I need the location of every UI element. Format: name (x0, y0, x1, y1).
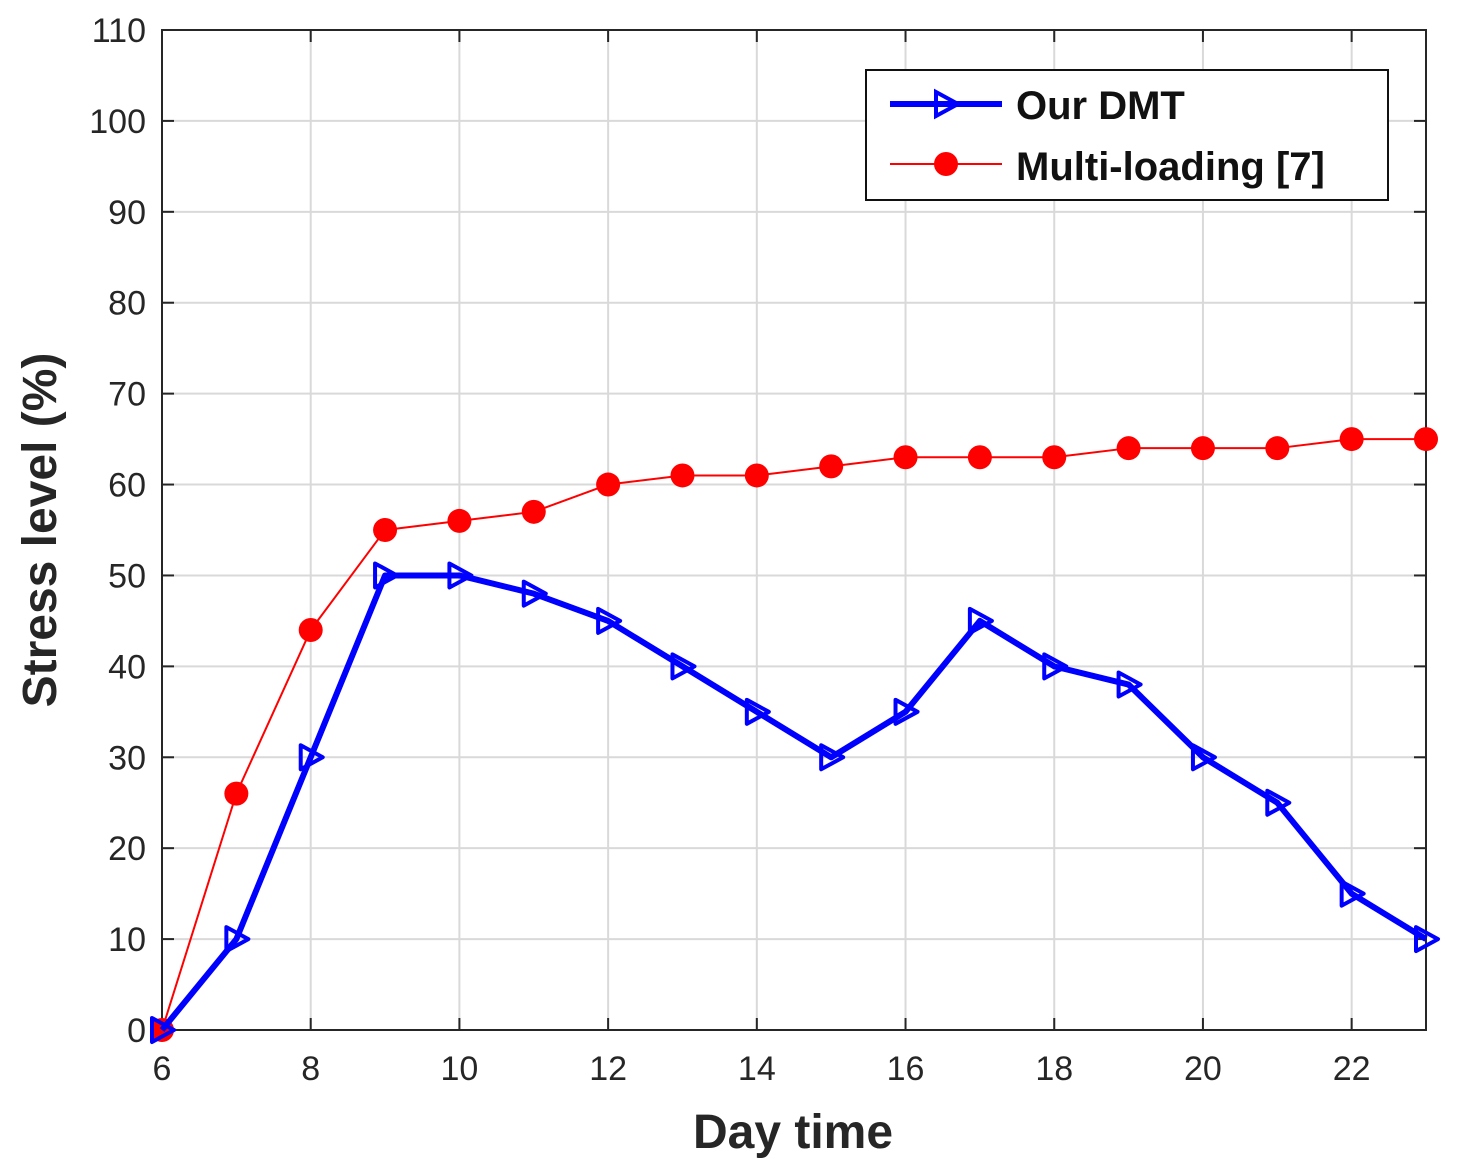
series-layer (150, 427, 1440, 1044)
series-line-multi-loading-7 (161, 438, 1426, 1031)
data-point-our-dmt (893, 697, 920, 726)
data-point-multi-loading-7 (893, 445, 918, 470)
y-tick-label: 40 (108, 648, 146, 686)
x-tick-label: 20 (1184, 1050, 1222, 1088)
data-point-multi-loading-7 (967, 445, 992, 470)
legend-label-our-dmt: Our DMT (1016, 84, 1185, 128)
y-tick-label: 0 (127, 1012, 146, 1050)
x-tick-label: 12 (589, 1050, 627, 1088)
data-point-our-dmt (150, 1016, 176, 1044)
data-point-our-dmt (1042, 652, 1069, 681)
x-axis-ticks: 6 8 10 12 14 16 18 20 22 (153, 30, 1371, 1088)
data-point-our-dmt (373, 561, 400, 590)
x-tick-label: 14 (738, 1050, 776, 1088)
data-point-multi-loading-7 (1116, 436, 1141, 461)
data-point-multi-loading-7 (1265, 436, 1290, 461)
y-axis-label: Stress level (%) (14, 353, 67, 708)
data-point-multi-loading-7 (521, 499, 546, 524)
data-point-our-dmt (967, 606, 994, 635)
x-tick-label: 6 (153, 1050, 172, 1088)
x-tick-label: 18 (1035, 1050, 1073, 1088)
data-point-multi-loading-7 (447, 508, 472, 533)
y-tick-label: 90 (108, 194, 146, 232)
y-tick-label: 30 (108, 739, 146, 777)
data-point-our-dmt (670, 652, 697, 681)
plot-frame (161, 29, 1427, 1031)
data-point-multi-loading-7 (596, 472, 621, 497)
x-tick-label: 22 (1333, 1050, 1371, 1088)
data-point-multi-loading-7 (670, 463, 695, 488)
data-point-our-dmt (521, 579, 548, 608)
data-point-multi-loading-7 (298, 618, 323, 642)
series-line-our-dmt (159, 572, 1428, 1032)
y-tick-label: 20 (108, 830, 146, 868)
data-point-multi-loading-7 (1042, 445, 1067, 470)
series-multi-loading-7 (150, 427, 1438, 1042)
data-point-our-dmt (1414, 925, 1440, 954)
data-point-our-dmt (744, 697, 771, 726)
y-tick-label: 110 (92, 12, 146, 50)
legend-marker-multi-loading (934, 152, 958, 176)
y-tick-label: 70 (108, 376, 146, 414)
x-axis-label: Day time (693, 1106, 893, 1159)
data-point-multi-loading-7 (373, 518, 398, 542)
x-tick-label: 16 (887, 1050, 925, 1088)
y-axis-ticks: 0 10 20 30 40 50 60 70 80 90 100 110 (89, 12, 1426, 1050)
y-tick-label: 10 (108, 921, 146, 959)
data-point-multi-loading-7 (1190, 436, 1215, 461)
data-point-our-dmt (1339, 879, 1366, 908)
data-point-our-dmt (819, 743, 846, 772)
data-point-multi-loading-7 (1339, 427, 1364, 452)
data-point-our-dmt (596, 606, 623, 635)
data-point-our-dmt (1190, 743, 1217, 772)
data-point-our-dmt (447, 561, 474, 590)
data-point-our-dmt (1116, 670, 1143, 699)
legend: Our DMT Multi-loading [7] (865, 69, 1389, 201)
legend-label-multi-loading: Multi-loading [7] (1016, 145, 1325, 189)
data-point-multi-loading-7 (819, 454, 844, 479)
data-point-our-dmt (1265, 788, 1292, 817)
data-point-our-dmt (224, 925, 251, 954)
series-our-dmt (150, 561, 1440, 1044)
data-point-our-dmt (298, 743, 325, 772)
y-tick-label: 50 (108, 557, 146, 595)
y-tick-label: 80 (108, 285, 146, 323)
x-tick-label: 8 (301, 1050, 320, 1088)
x-tick-label: 10 (440, 1050, 478, 1088)
y-tick-label: 60 (108, 467, 146, 505)
y-tick-label: 100 (89, 103, 146, 141)
data-point-multi-loading-7 (744, 463, 769, 488)
legend-marker-our-dmt (934, 88, 963, 120)
data-point-multi-loading-7 (1414, 427, 1438, 452)
data-point-multi-loading-7 (224, 781, 249, 806)
legend-box (865, 69, 1389, 201)
